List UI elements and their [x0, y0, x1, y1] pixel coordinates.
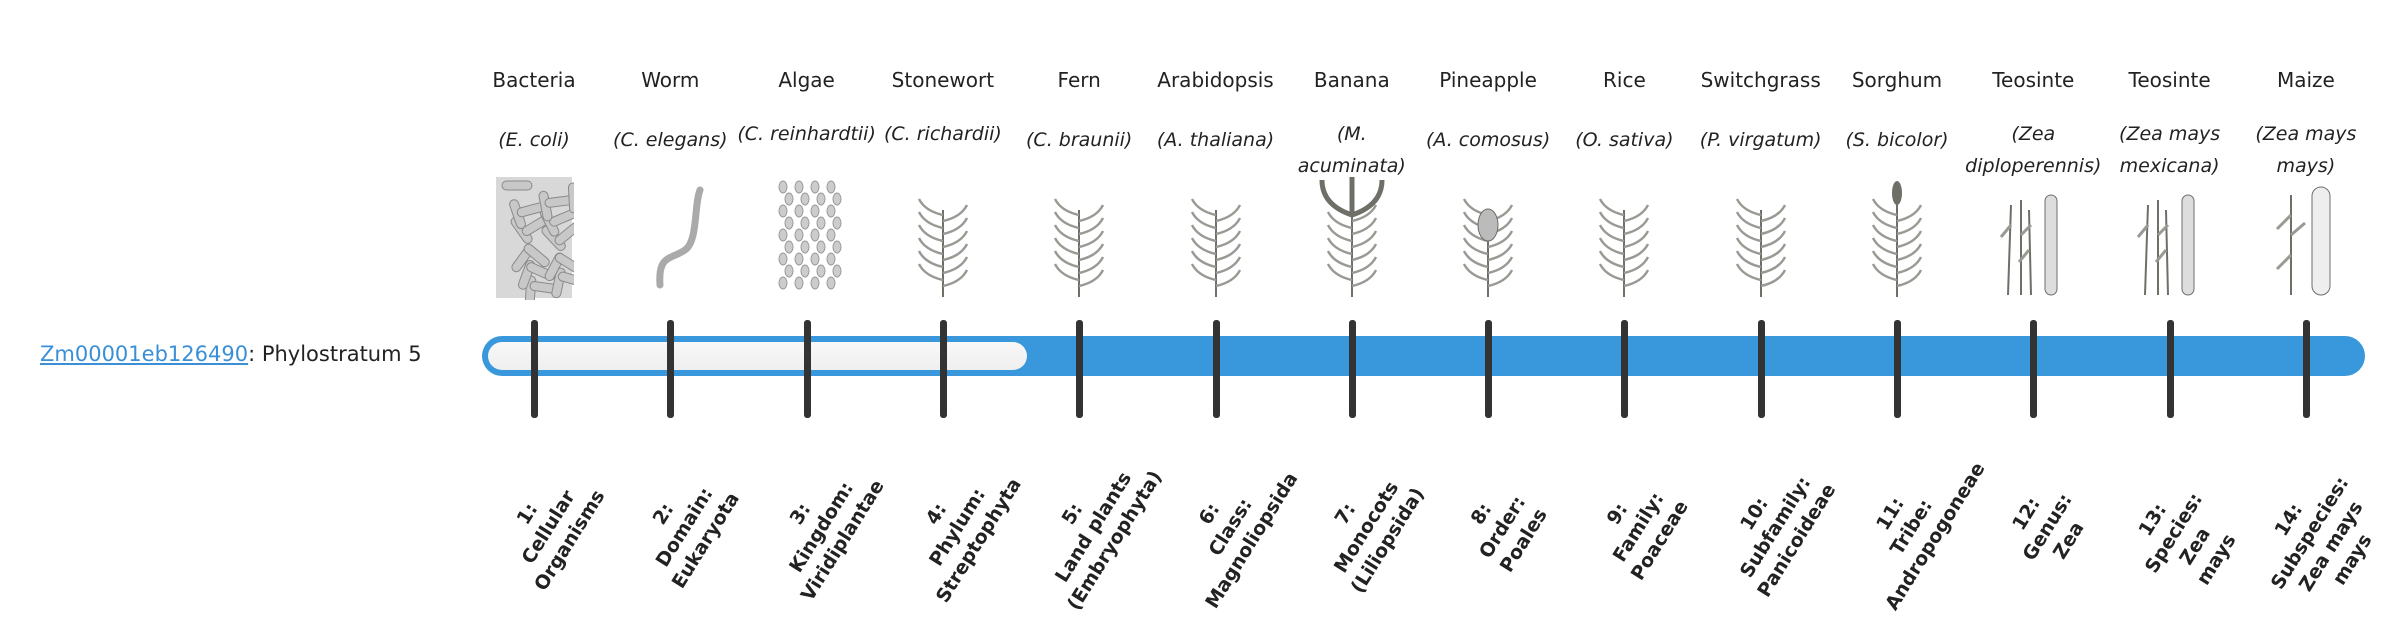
stratum-tick — [1212, 320, 1220, 418]
teosinte-icon — [1993, 175, 2073, 300]
organism-species-name: (P. virgatum) — [1699, 129, 1822, 151]
organism-species-name: (Zea mays mays) — [2255, 123, 2357, 177]
stratum-tick — [1348, 320, 1356, 418]
organism-species-name: (A. thaliana) — [1156, 129, 1275, 151]
stratum-tick — [1485, 320, 1493, 418]
gene-label: Zm00001eb126490: Phylostratum 5 — [40, 342, 422, 366]
phylostratum-bar — [482, 336, 2365, 376]
organism-species-name: (C. reinhardtii) — [737, 123, 876, 145]
organism-common-name: Bacteria — [492, 68, 576, 92]
stratum-tick — [1076, 320, 1084, 418]
stratum-rank-label: 3: Kingdom: Viridiplantae — [747, 440, 895, 615]
stratum-tick — [1894, 320, 1901, 418]
organism-common-name: Algae — [778, 68, 835, 92]
rice-icon — [1584, 175, 1664, 300]
bacteria-icon — [494, 175, 588, 307]
stratum-rank-label: 9: Family: Poaceae — [1565, 440, 1713, 615]
stratum-rank-label: 5: Land plants (Embryophyta) — [1020, 440, 1168, 615]
stratum-rank-label: 10: Subfamily: Panicoideae — [1701, 440, 1849, 615]
maize-icon — [2266, 175, 2346, 300]
stratum-rank-label: 8: Order: Poales — [1429, 440, 1577, 615]
stratum-tick — [1621, 320, 1629, 418]
pineapple-icon — [1448, 175, 1528, 300]
stonewort-icon — [903, 175, 983, 300]
organism-common-name: Teosinte — [2128, 68, 2211, 92]
stratum-rank-label: 2: Domain: Eukaryota — [611, 440, 759, 615]
stratum-rank-label: 4: Phylum: Streptophyta — [884, 440, 1032, 615]
organism-species-name: (E. coli) — [498, 129, 570, 151]
phylostratum-bar-track — [488, 342, 1028, 370]
stratum-rank-label: 1: Cellular Organisms — [475, 440, 623, 615]
organism-species-name: (C. braunii) — [1026, 129, 1133, 151]
organism-common-name: Fern — [1057, 68, 1101, 92]
stratum-tick — [1757, 320, 1765, 418]
stratum-rank-label: 7: Monocots (Liliopsida) — [1293, 440, 1441, 615]
stratum-rank-label: 13: Species: Zea mays — [2100, 446, 2270, 634]
organism-species-name: (Zea diploperennis) — [1965, 123, 2102, 177]
organism-common-name: Worm — [641, 68, 700, 92]
organism-species-name: (C. elegans) — [613, 129, 728, 151]
sorghum-icon — [1857, 175, 1937, 300]
stratum-tick — [2166, 320, 2174, 418]
teosinte-mexicana-icon — [2130, 175, 2210, 300]
organism-common-name: Banana — [1313, 68, 1390, 92]
organism-common-name: Pineapple — [1439, 68, 1537, 92]
organism-common-name: Switchgrass — [1700, 68, 1821, 92]
organism-common-name: Sorghum — [1851, 68, 1943, 92]
organism-common-name: Arabidopsis — [1157, 68, 1274, 92]
stratum-rank-label: 14: Subspecies: Zea mays mays — [2236, 446, 2400, 634]
stratum-tick — [531, 320, 538, 418]
organism-species-name: (O. sativa) — [1575, 129, 1674, 151]
organism-species-name: (S. bicolor) — [1845, 129, 1949, 151]
organism-common-name: Maize — [2276, 68, 2335, 92]
stratum-tick — [2302, 320, 2310, 418]
organism-species-name: (C. richardii) — [883, 123, 1002, 145]
worm-icon — [630, 175, 710, 300]
stratum-rank-label: 12: Genus: Zea — [1974, 440, 2122, 615]
organism-species-name: (M. acuminata) — [1297, 123, 1406, 177]
organism-species-name: (A. comosus) — [1425, 129, 1551, 151]
algae-icon — [767, 175, 847, 300]
phylostratum-label: : Phylostratum 5 — [248, 342, 422, 366]
stratum-rank-label: 6: Class: Magnoliopsida — [1156, 440, 1304, 615]
arabidopsis-icon — [1176, 175, 1256, 300]
stratum-tick — [667, 320, 675, 418]
stratum-tick — [2030, 320, 2038, 418]
fern-icon — [1039, 175, 1119, 300]
stratum-tick — [803, 320, 811, 418]
organism-common-name: Rice — [1603, 68, 1646, 92]
gene-link[interactable]: Zm00001eb126490 — [40, 342, 249, 366]
stratum-rank-label: 11: Tribe: Andropogoneae — [1838, 440, 1990, 615]
organism-common-name: Stonewort — [891, 68, 995, 92]
banana-plant-icon — [1312, 175, 1392, 300]
organism-common-name: Teosinte — [1992, 68, 2075, 92]
switchgrass-icon — [1721, 175, 1801, 300]
organism-species-name: (Zea mays mexicana) — [2119, 123, 2221, 177]
stratum-tick — [939, 320, 947, 418]
